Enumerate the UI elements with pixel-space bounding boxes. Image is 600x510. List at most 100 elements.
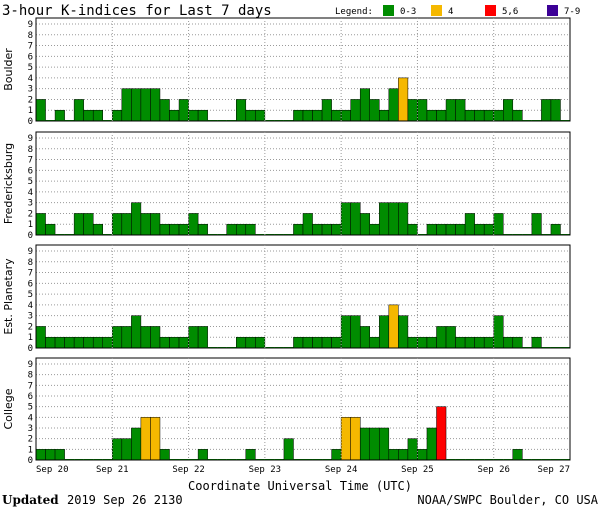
bar <box>359 88 370 122</box>
bar <box>321 336 332 349</box>
bar <box>350 202 361 236</box>
bar <box>340 202 351 236</box>
bar <box>73 99 84 122</box>
legend: Legend: 0-3 4 5,6 7-9 <box>335 5 580 17</box>
y-tick-label: 5 <box>28 290 33 300</box>
legend-label: Legend: <box>335 7 373 17</box>
bar <box>464 213 475 236</box>
y-tick-label: 0 <box>28 344 33 354</box>
bar <box>426 336 437 349</box>
bar <box>197 449 208 461</box>
bar <box>293 109 304 122</box>
bar <box>112 213 123 236</box>
bar <box>369 99 380 122</box>
bar <box>388 304 399 349</box>
bar <box>426 223 437 236</box>
y-tick-label: 8 <box>28 145 33 155</box>
bar <box>188 109 199 122</box>
bar <box>503 99 514 122</box>
bar <box>417 336 428 349</box>
bar <box>321 99 332 122</box>
bar <box>417 449 428 461</box>
y-tick-label: 6 <box>28 52 33 62</box>
bar <box>359 427 370 461</box>
bar <box>503 336 514 349</box>
x-tick-label: Sep 26 <box>477 465 510 475</box>
bar <box>407 336 418 349</box>
bar <box>350 99 361 122</box>
bar <box>417 99 428 122</box>
bar <box>379 109 390 122</box>
bar <box>455 223 466 236</box>
bar <box>35 99 46 122</box>
chart-title: 3-hour K-indices for Last 7 days <box>2 3 272 19</box>
bar <box>512 336 523 349</box>
bar <box>121 326 132 349</box>
y-tick-label: 7 <box>28 42 33 52</box>
bar <box>131 315 142 349</box>
bar <box>150 417 161 461</box>
bar <box>236 99 247 122</box>
panel-label: College <box>2 388 15 429</box>
bar <box>245 223 256 236</box>
y-tick-label: 1 <box>28 333 33 343</box>
bar <box>493 213 504 236</box>
bar <box>369 223 380 236</box>
bar <box>388 202 399 236</box>
bar <box>550 99 561 122</box>
bar <box>312 223 323 236</box>
y-tick-label: 2 <box>28 209 33 219</box>
x-tick-label: Sep 25 <box>401 465 434 475</box>
bar <box>140 417 151 461</box>
bar <box>493 315 504 349</box>
bar <box>436 326 447 349</box>
bar <box>73 213 84 236</box>
panel-label: Fredericksburg <box>2 143 15 224</box>
bar <box>340 315 351 349</box>
y-tick-label: 3 <box>28 199 33 209</box>
bar <box>121 438 132 461</box>
bar <box>236 223 247 236</box>
bar <box>436 406 447 461</box>
y-tick-label: 9 <box>28 134 33 144</box>
bar <box>35 213 46 236</box>
y-tick-label: 6 <box>28 279 33 289</box>
bar <box>54 449 65 461</box>
bar <box>83 213 94 236</box>
bar <box>92 336 103 349</box>
y-tick-label: 8 <box>28 31 33 41</box>
bar <box>131 88 142 122</box>
updated-label: Updated <box>2 493 59 507</box>
bar <box>140 213 151 236</box>
bar <box>331 449 342 461</box>
bar <box>159 336 170 349</box>
bar <box>398 202 409 236</box>
y-tick-label: 4 <box>28 301 33 311</box>
bar <box>340 417 351 461</box>
bar <box>321 223 332 236</box>
bar <box>483 109 494 122</box>
bar <box>92 109 103 122</box>
bar <box>302 336 313 349</box>
bar <box>54 109 65 122</box>
y-tick-label: 3 <box>28 424 33 434</box>
plot-frame <box>35 131 571 236</box>
bar <box>398 315 409 349</box>
bar <box>236 336 247 349</box>
legend-item-4: 4 <box>448 7 453 17</box>
bar <box>83 109 94 122</box>
bar <box>398 77 409 122</box>
legend-swatch-4 <box>431 5 442 16</box>
bar <box>474 336 485 349</box>
bar <box>474 109 485 122</box>
bar <box>483 336 494 349</box>
bar <box>73 336 84 349</box>
bar <box>331 336 342 349</box>
y-tick-label: 7 <box>28 381 33 391</box>
bar <box>197 326 208 349</box>
updated-value: 2019 Sep 26 2130 <box>67 493 183 507</box>
bar <box>369 336 380 349</box>
bar <box>531 213 542 236</box>
bar <box>302 213 313 236</box>
